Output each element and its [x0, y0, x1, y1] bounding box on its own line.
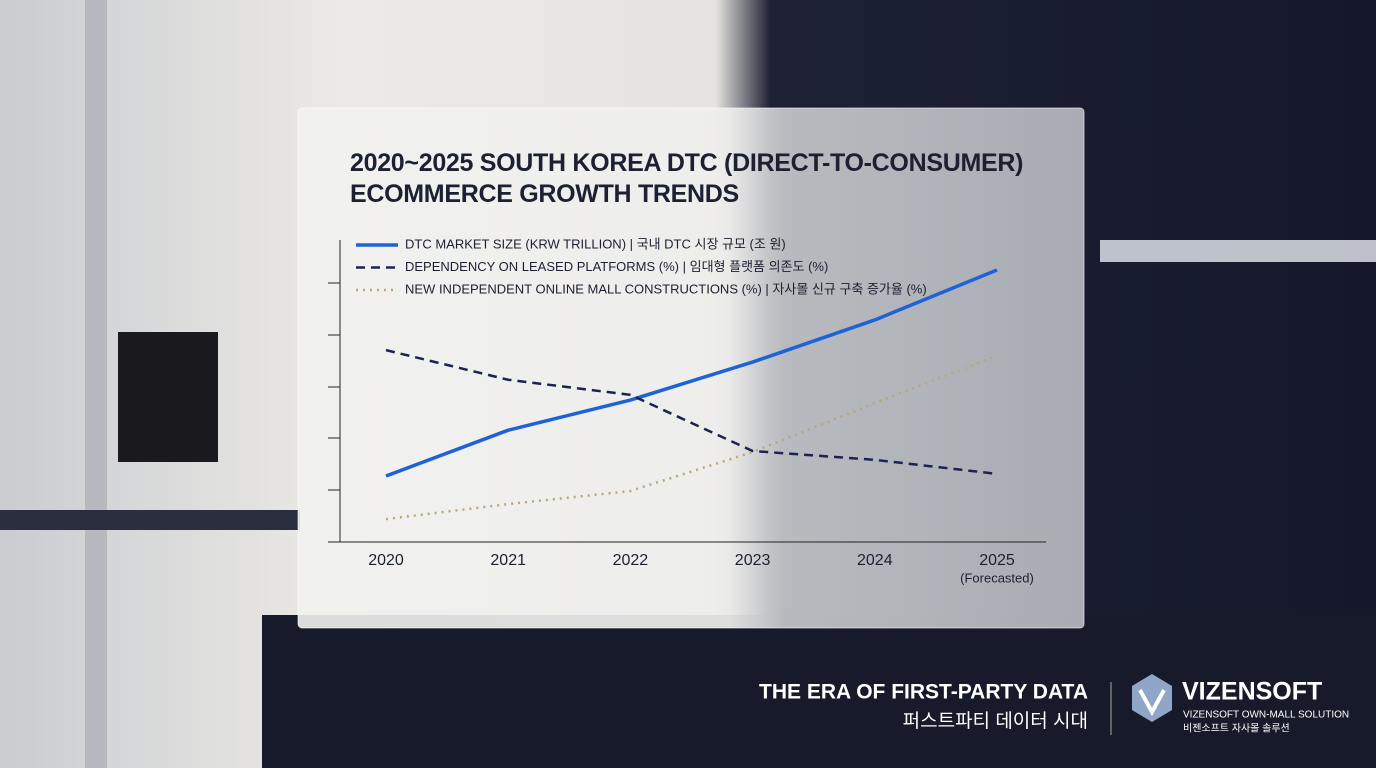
legend-label: DTC MARKET SIZE (KRW TRILLION) | 국내 DTC … [405, 236, 786, 251]
chart-title: 2020~2025 SOUTH KOREA DTC (DIRECT-TO-CON… [350, 149, 1024, 208]
window-frame [85, 0, 107, 768]
x-tick-label: 2024 [857, 552, 893, 569]
glass-panel [297, 107, 1085, 629]
series-line [385, 268, 998, 478]
series-line [385, 348, 998, 476]
desk [0, 510, 300, 530]
tagline: THE ERA OF FIRST-PARTY DATA [759, 681, 1088, 704]
x-tick-label: 2023 [735, 552, 771, 569]
x-tick-label: 2021 [490, 552, 526, 569]
brand-sub: VIZENSOFT OWN-MALL SOLUTION [1183, 710, 1349, 721]
brand-sub-ko: 비젠소프트 자사몰 솔루션 [1183, 723, 1290, 735]
counter [262, 615, 1376, 768]
legend-label: NEW INDEPENDENT ONLINE MALL CONSTRUCTION… [405, 281, 927, 296]
shelf-light [1100, 240, 1376, 262]
tagline-ko: 퍼스트파티 데이터 시대 [903, 710, 1088, 732]
logo [1132, 674, 1172, 722]
y-tick-marks [328, 282, 340, 491]
legend-label: DEPENDENCY ON LEASED PLATFORMS (%) | 임대형… [405, 259, 828, 274]
brand: VIZENSOFT [1182, 678, 1322, 706]
x-tick-label: 2025 [979, 552, 1015, 569]
x-tick-note: (Forecasted) [960, 570, 1034, 585]
x-tick-label: 2020 [368, 552, 404, 569]
logo-mark [1138, 689, 1166, 717]
monitor [118, 332, 218, 462]
x-tick-label: 2022 [613, 552, 649, 569]
